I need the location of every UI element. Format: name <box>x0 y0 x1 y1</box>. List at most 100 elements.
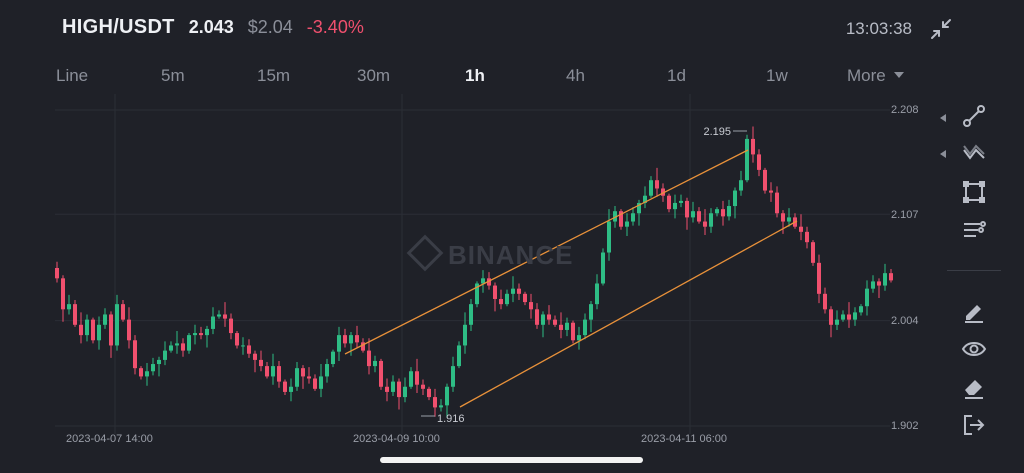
candle-body <box>127 319 131 341</box>
chevron-down-icon <box>893 72 904 78</box>
candle-body <box>511 288 515 294</box>
candle-body <box>841 314 845 320</box>
candle-body <box>487 278 491 286</box>
tab-1h[interactable]: 1h <box>465 66 485 85</box>
candle-body <box>385 386 389 392</box>
candle-body <box>499 298 503 305</box>
candle-body <box>805 231 809 243</box>
candlestick-chart[interactable]: 2.195 1.916 <box>0 94 930 434</box>
candle-body <box>535 309 539 325</box>
candle-body <box>655 180 659 189</box>
candle-body <box>571 322 575 341</box>
candle-body <box>745 138 749 181</box>
candle-body <box>667 195 671 210</box>
home-indicator[interactable] <box>380 457 643 463</box>
zigzag-icon[interactable] <box>960 140 988 168</box>
y-tick-label: 1.902 <box>891 420 919 432</box>
candle-body <box>505 293 509 305</box>
tab-1d[interactable]: 1d <box>667 66 686 85</box>
candle-body <box>139 368 143 377</box>
candle-body <box>133 340 137 369</box>
watermark: BINANCE <box>406 234 573 272</box>
candle-body <box>607 221 611 253</box>
candle-body <box>553 319 557 325</box>
candle-body <box>379 360 383 387</box>
fib-lines-icon[interactable] <box>960 216 988 244</box>
candle-body <box>637 202 641 214</box>
candle-body <box>67 304 71 310</box>
candle-body <box>787 217 791 222</box>
tab-15m[interactable]: 15m <box>257 66 291 85</box>
candle-body <box>853 312 857 320</box>
collapse-fullscreen-icon[interactable] <box>929 17 953 41</box>
candle-body <box>601 252 605 284</box>
candle-body <box>301 368 305 377</box>
candle-body <box>259 359 263 367</box>
candle-body <box>373 360 377 367</box>
candle-body <box>775 192 779 214</box>
candle-body <box>625 221 629 227</box>
candle-body <box>181 343 185 351</box>
pencil-icon[interactable] <box>960 297 988 325</box>
candle-body <box>199 333 203 336</box>
candle-body <box>715 209 719 214</box>
interval-tabs: Line 5m 15m 30m 1h 4h 1d 1w More <box>0 66 930 90</box>
candle-body <box>415 371 419 385</box>
candle-body <box>355 335 359 343</box>
tab-more[interactable]: More <box>847 66 904 86</box>
candle-body <box>97 324 101 341</box>
candle-body <box>277 366 281 382</box>
candle-body <box>193 333 197 336</box>
candle-body <box>157 359 161 365</box>
candle-body <box>397 381 401 398</box>
candle-body <box>73 304 77 325</box>
candle-body <box>283 381 287 392</box>
candle-body <box>871 281 875 289</box>
candle-body <box>211 316 215 329</box>
tab-1w[interactable]: 1w <box>766 66 788 85</box>
candle-body <box>691 211 695 218</box>
candle-body <box>361 342 365 351</box>
candle-body <box>589 304 593 320</box>
tab-line[interactable]: Line <box>56 66 89 85</box>
candle-body <box>649 180 653 196</box>
y-tick-label: 2.107 <box>891 209 919 221</box>
candle-body <box>685 200 689 218</box>
eye-icon[interactable] <box>960 335 988 363</box>
candle-body <box>709 213 713 227</box>
expand-arrow-icon[interactable] <box>940 150 946 158</box>
candle-body <box>733 190 737 207</box>
eraser-icon[interactable] <box>960 373 988 401</box>
expand-arrow-icon[interactable] <box>940 114 946 122</box>
candle-body <box>847 314 851 320</box>
candle-body <box>79 324 83 336</box>
candle-body <box>445 386 449 406</box>
tab-30m[interactable]: 30m <box>357 66 391 85</box>
candle-body <box>475 283 479 305</box>
tab-4h[interactable]: 4h <box>566 66 585 85</box>
candle-body <box>121 304 125 320</box>
exit-drawing-icon[interactable] <box>960 411 988 439</box>
candle-body <box>145 371 149 377</box>
candle-body <box>661 188 665 196</box>
candle-body <box>697 211 701 222</box>
candle-body <box>85 319 89 336</box>
candle-body <box>583 319 587 336</box>
candle-body <box>769 190 773 193</box>
candle-body <box>493 285 497 299</box>
candle-body <box>325 364 329 377</box>
tab-5m[interactable]: 5m <box>161 66 185 85</box>
candle-body <box>229 318 233 334</box>
candle-body <box>349 335 353 344</box>
candle-body <box>577 335 581 341</box>
trendline-icon[interactable] <box>960 102 988 130</box>
last-price: 2.043 <box>188 17 234 37</box>
candle-body <box>679 200 683 203</box>
candle-body <box>403 386 407 398</box>
pair-name[interactable]: HIGH/USDT <box>62 16 175 38</box>
candle-body <box>217 314 221 317</box>
rectangle-icon[interactable] <box>960 178 988 206</box>
candle-body <box>151 364 155 372</box>
candle-body <box>481 278 485 284</box>
candle-body <box>751 138 755 155</box>
